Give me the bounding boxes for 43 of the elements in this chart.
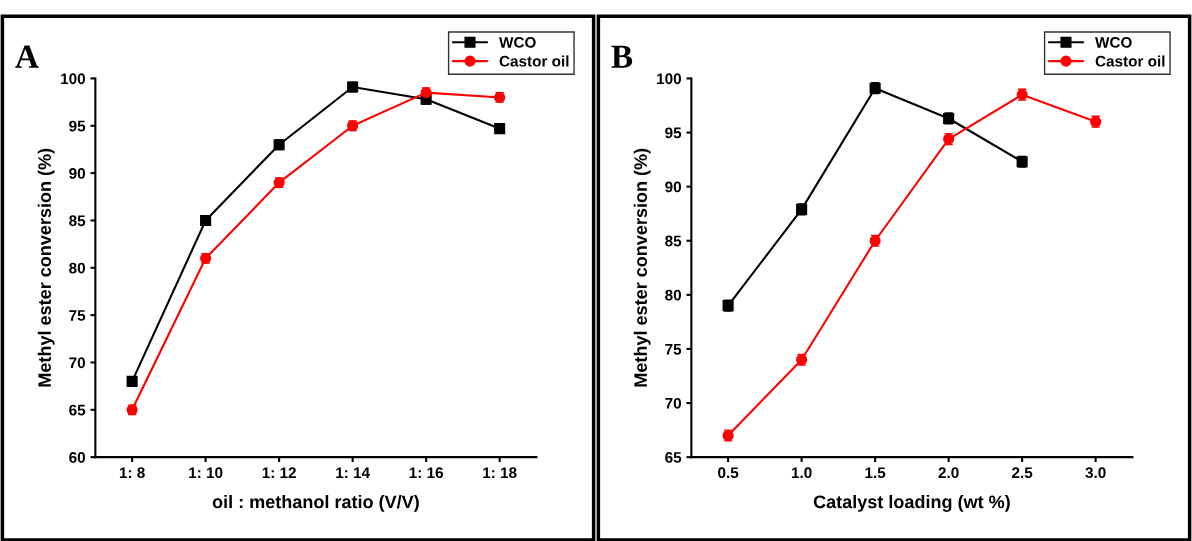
y-tick-label: 95 bbox=[69, 120, 86, 132]
x-tick-label: 0.5 bbox=[718, 467, 739, 479]
x-tick-label: 2.0 bbox=[938, 467, 959, 479]
y-tick-label: 70 bbox=[665, 397, 682, 409]
y-tick-label: 80 bbox=[665, 289, 682, 301]
point bbox=[420, 87, 432, 99]
point bbox=[126, 375, 138, 387]
y-axis-title: Methyl ester conversion (%) bbox=[37, 148, 55, 387]
y-tick-label: 65 bbox=[665, 452, 682, 463]
legend-label: WCO bbox=[499, 36, 536, 48]
x-axis-title: oil : methanol ratio (V/V) bbox=[212, 495, 419, 512]
x-tick-label: 1.5 bbox=[865, 467, 886, 479]
y-tick-label: 85 bbox=[665, 235, 682, 247]
point bbox=[200, 214, 212, 227]
x-tick-label: 1: 10 bbox=[189, 467, 223, 479]
x-tick-label: 1: 18 bbox=[483, 467, 517, 479]
y-tick-label: 90 bbox=[665, 181, 682, 193]
x-axis-title: Catalyst loading (wt %) bbox=[813, 495, 1010, 512]
legend-label: Castor oil bbox=[499, 55, 569, 67]
chart-title: A bbox=[15, 45, 39, 68]
x-tick-label: 1.0 bbox=[791, 467, 812, 479]
x-tick-label: 1: 12 bbox=[262, 467, 296, 478]
x-tick-label: 1: 8 bbox=[119, 467, 145, 479]
y-tick-label: 95 bbox=[665, 127, 682, 139]
y-tick-label: 70 bbox=[69, 357, 86, 369]
y-tick-label: 75 bbox=[69, 310, 86, 321]
x-tick-label: 3.0 bbox=[1085, 467, 1106, 479]
y-tick-label: 75 bbox=[665, 343, 682, 355]
y-axis-title: Methyl ester conversion (%) bbox=[633, 148, 651, 387]
chart-title: B bbox=[611, 45, 633, 68]
legend-label: Castor oil bbox=[1095, 55, 1165, 67]
legend-label: WCO bbox=[1095, 36, 1132, 48]
y-tick-label: 85 bbox=[69, 215, 86, 227]
y-tick-label: 80 bbox=[69, 262, 86, 274]
point bbox=[494, 123, 506, 135]
y-tick-label: 100 bbox=[657, 73, 682, 85]
y-tick-label: 60 bbox=[69, 452, 86, 463]
y-tick-label: 65 bbox=[69, 404, 86, 416]
y-tick-label: 90 bbox=[69, 167, 86, 179]
y-tick-label: 100 bbox=[61, 73, 86, 85]
x-tick-label: 1: 16 bbox=[409, 467, 443, 479]
x-tick-label: 1: 14 bbox=[336, 467, 370, 478]
x-tick-label: 2.5 bbox=[1012, 467, 1033, 479]
